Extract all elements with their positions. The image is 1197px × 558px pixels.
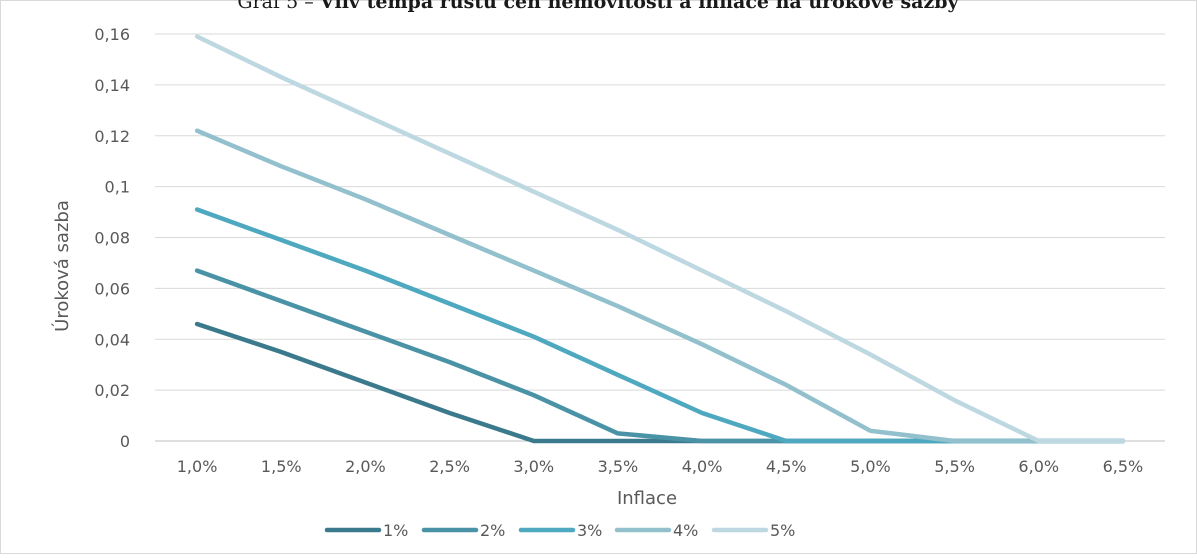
x-tick-label: 5,0%: [850, 457, 891, 476]
series-line-4: [194, 128, 1126, 444]
x-tick-label: 6,5%: [1103, 457, 1144, 476]
chart-title-main: Vliv tempa růstu cen nemovitostí a infla…: [319, 0, 960, 13]
x-axis-title: Inflace: [617, 488, 677, 509]
y-tick-label: 0: [120, 432, 130, 451]
x-tick-label: 4,0%: [682, 457, 723, 476]
series-lines: [194, 34, 1126, 444]
legend-label: 5%: [770, 521, 795, 540]
legend-item[interactable]: 4%: [614, 521, 698, 540]
x-tick-label: 5,5%: [934, 457, 975, 476]
x-tick-label: 3,0%: [513, 457, 554, 476]
legend-label: 4%: [673, 521, 698, 540]
y-tick-label: 0,12: [94, 127, 130, 146]
y-axis-title: Úroková sazba: [51, 200, 73, 332]
legend-label: 2%: [480, 521, 505, 540]
y-tick-label: 0,02: [94, 381, 130, 400]
legend-item[interactable]: 5%: [711, 521, 795, 540]
x-tick-label: 6,0%: [1018, 457, 1059, 476]
series-line-5: [194, 34, 1126, 444]
legend-item[interactable]: 2%: [421, 521, 505, 540]
x-tick-label: 1,0%: [177, 457, 218, 476]
legend-label: 3%: [577, 521, 602, 540]
chart-title-prefix: Graf 5 –: [237, 0, 319, 13]
y-tick-label: 0,06: [94, 279, 130, 298]
x-tick-label: 2,5%: [429, 457, 470, 476]
y-axis-tick-labels: 0 0,02 0,04 0,06 0,08 0,1 0,12 0,14 0,16: [94, 25, 130, 451]
x-tick-label: 2,0%: [345, 457, 386, 476]
legend-item[interactable]: 1%: [324, 521, 408, 540]
chart-title: Graf 5 – Vliv tempa růstu cen nemovitost…: [237, 0, 959, 13]
legend-label: 1%: [383, 521, 408, 540]
x-tick-label: 1,5%: [261, 457, 302, 476]
x-axis-tick-labels: 1,0% 1,5% 2,0% 2,5% 3,0% 3,5% 4,0% 4,5% 5,0% 5,5%…: [177, 457, 1143, 476]
legend-item[interactable]: 3%: [518, 521, 602, 540]
y-tick-label: 0,14: [94, 76, 130, 95]
y-tick-label: 0,08: [94, 229, 130, 248]
y-tick-label: 0,04: [94, 330, 130, 349]
x-tick-label: 3,5%: [598, 457, 639, 476]
legend[interactable]: 1% 2% 3% 4% 5%: [324, 521, 795, 540]
y-tick-label: 0,16: [94, 25, 130, 44]
x-tick-label: 4,5%: [766, 457, 807, 476]
y-tick-label: 0,1: [105, 178, 130, 197]
